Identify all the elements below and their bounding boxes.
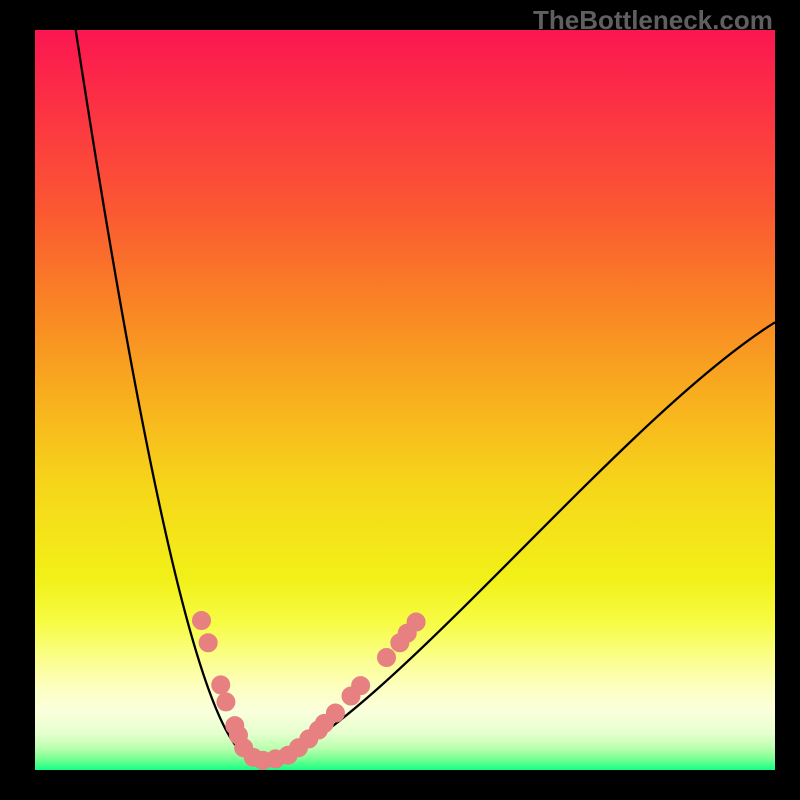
chart-container: TheBottleneck.com [0, 0, 800, 800]
data-dot [199, 634, 217, 652]
watermark-text: TheBottleneck.com [533, 5, 773, 36]
data-dot [212, 676, 230, 694]
data-dot [378, 649, 396, 667]
data-dot [352, 677, 370, 695]
data-dot [217, 693, 235, 711]
data-dot [193, 612, 211, 630]
plot-area [35, 30, 775, 770]
plot-svg [35, 30, 775, 770]
data-dot [407, 613, 425, 631]
data-dot [326, 704, 344, 722]
gradient-background [35, 30, 775, 770]
